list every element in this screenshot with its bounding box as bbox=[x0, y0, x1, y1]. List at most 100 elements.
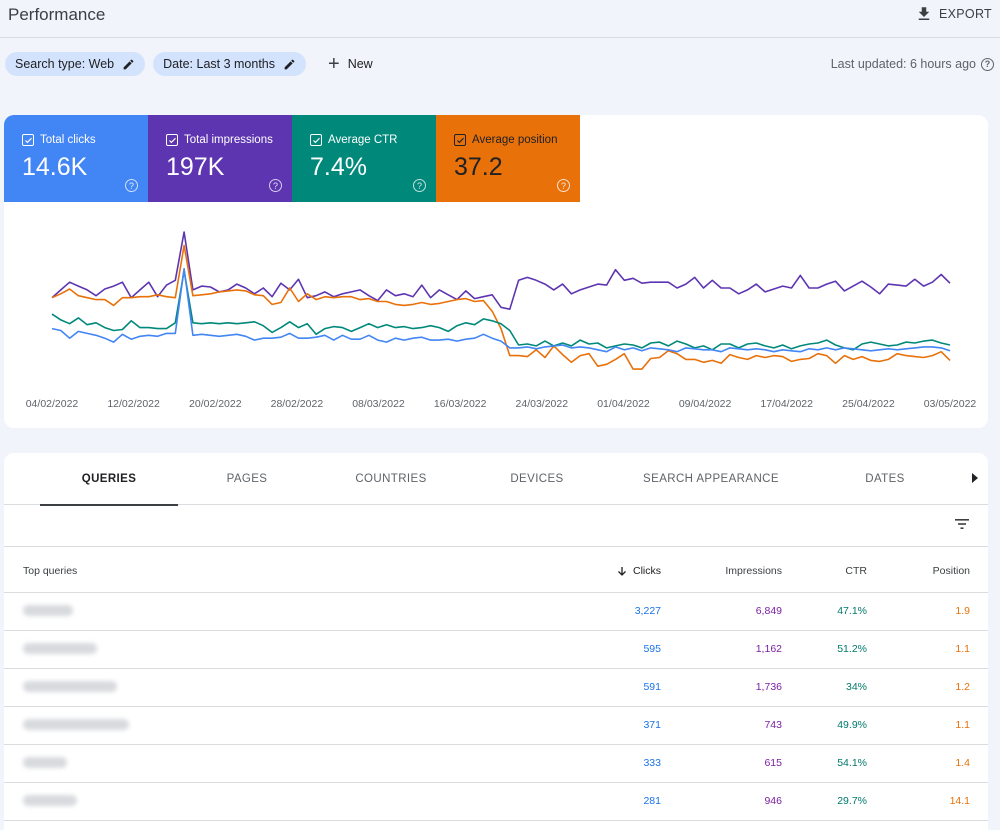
download-icon bbox=[918, 7, 930, 20]
page-title: Performance bbox=[8, 5, 106, 24]
ctr-cell: 54.1% bbox=[837, 757, 867, 769]
x-tick-label: 17/04/2022 bbox=[760, 398, 813, 410]
table-header: Top queries Clicks Impressions CTR Posit… bbox=[4, 547, 988, 593]
help-icon[interactable]: ? bbox=[413, 179, 426, 192]
filter-bar: Search type: Web Date: Last 3 months + N… bbox=[5, 52, 381, 76]
series-line-total-clicks[interactable] bbox=[51, 267, 951, 353]
help-icon[interactable]: ? bbox=[125, 179, 138, 192]
metric-value: 197K bbox=[166, 153, 225, 181]
metric-label: Total clicks bbox=[40, 134, 96, 146]
tab-dates[interactable]: DATES bbox=[865, 473, 905, 485]
metric-value: 7.4% bbox=[310, 153, 367, 181]
metric-average-position[interactable]: Average position 37.2 ? bbox=[436, 115, 580, 202]
impressions-cell: 743 bbox=[764, 719, 782, 731]
x-tick-label: 16/03/2022 bbox=[434, 398, 487, 410]
table-row[interactable]: 591 1,736 34% 1.2 bbox=[4, 669, 988, 707]
impressions-cell: 6,849 bbox=[755, 605, 782, 617]
clicks-cell: 371 bbox=[643, 719, 661, 731]
x-tick-label: 01/04/2022 bbox=[597, 398, 650, 410]
tab-pages[interactable]: PAGES bbox=[226, 473, 268, 485]
series-line-total-impressions[interactable] bbox=[51, 231, 951, 310]
table-filter-row bbox=[4, 505, 988, 547]
tab-devices[interactable]: DEVICES bbox=[510, 473, 564, 485]
x-tick-label: 12/02/2022 bbox=[107, 398, 160, 410]
table-row[interactable]: 371 743 49.9% 1.1 bbox=[4, 707, 988, 745]
position-cell: 1.4 bbox=[955, 757, 970, 769]
clicks-cell: 281 bbox=[643, 795, 661, 807]
help-icon[interactable]: ? bbox=[981, 57, 994, 71]
table-row[interactable]: 281 946 29.7% 14.1 bbox=[4, 783, 988, 821]
x-tick-label: 24/03/2022 bbox=[516, 398, 569, 410]
edit-icon bbox=[284, 59, 295, 69]
checkbox-checked-icon[interactable] bbox=[310, 134, 322, 146]
new-filter-button[interactable]: + New bbox=[320, 52, 381, 76]
tabs-scroll-right-icon[interactable] bbox=[972, 473, 978, 483]
x-tick-label: 28/02/2022 bbox=[271, 398, 324, 410]
top-bar: Performance EXPORT bbox=[0, 0, 1000, 38]
new-filter-label: New bbox=[347, 57, 373, 71]
position-cell: 14.1 bbox=[949, 795, 970, 807]
search-type-label: Search type: Web bbox=[15, 57, 115, 71]
performance-chart-card: Total clicks 14.6K ? Total impressions 1… bbox=[4, 115, 988, 428]
line-chart[interactable]: 04/02/2022 12/02/2022 20/02/2022 28/02/2022… bbox=[4, 202, 988, 428]
table-row[interactable]: 3,227 6,849 47.1% 1.9 bbox=[4, 593, 988, 631]
x-tick-label: 08/03/2022 bbox=[352, 398, 405, 410]
ctr-cell: 49.9% bbox=[837, 719, 867, 731]
metric-total-impressions[interactable]: Total impressions 197K ? bbox=[148, 115, 292, 202]
x-tick-label: 09/04/2022 bbox=[679, 398, 732, 410]
series-line-average-ctr[interactable] bbox=[51, 269, 951, 351]
column-header-clicks[interactable]: Clicks bbox=[617, 565, 661, 577]
x-tick-label: 03/05/2022 bbox=[924, 398, 977, 410]
impressions-cell: 946 bbox=[764, 795, 782, 807]
column-header-ctr[interactable]: CTR bbox=[845, 565, 867, 577]
arrow-down-icon bbox=[618, 566, 626, 576]
blurred-query-text bbox=[23, 795, 77, 806]
position-cell: 1.2 bbox=[955, 681, 970, 693]
checkbox-checked-icon[interactable] bbox=[166, 134, 178, 146]
dimension-tabs: QUERIES PAGES COUNTRIES DEVICES SEARCH A… bbox=[4, 453, 988, 506]
ctr-cell: 29.7% bbox=[837, 795, 867, 807]
position-cell: 1.1 bbox=[955, 643, 970, 655]
tab-countries[interactable]: COUNTRIES bbox=[355, 473, 427, 485]
metric-total-clicks[interactable]: Total clicks 14.6K ? bbox=[4, 115, 148, 202]
x-tick-label: 04/02/2022 bbox=[26, 398, 79, 410]
metric-label: Average CTR bbox=[328, 134, 398, 146]
table-row[interactable]: 333 615 54.1% 1.4 bbox=[4, 745, 988, 783]
export-label: EXPORT bbox=[939, 7, 992, 21]
clicks-cell: 591 bbox=[643, 681, 661, 693]
checkbox-checked-icon[interactable] bbox=[454, 134, 466, 146]
clicks-cell: 333 bbox=[643, 757, 661, 769]
series-line-average-position[interactable] bbox=[51, 244, 951, 370]
clicks-cell: 3,227 bbox=[634, 605, 661, 617]
last-updated-text: Last updated: 6 hours ago bbox=[830, 57, 976, 71]
impressions-cell: 1,736 bbox=[755, 681, 782, 693]
column-header-impressions[interactable]: Impressions bbox=[725, 565, 782, 577]
checkbox-checked-icon[interactable] bbox=[22, 134, 34, 146]
blurred-query-text bbox=[23, 757, 67, 768]
column-header-query[interactable]: Top queries bbox=[23, 565, 78, 577]
tab-search-appearance[interactable]: SEARCH APPEARANCE bbox=[643, 473, 779, 485]
table-row[interactable]: 595 1,162 51.2% 1.1 bbox=[4, 631, 988, 669]
column-header-position[interactable]: Position bbox=[932, 565, 970, 577]
metric-average-ctr[interactable]: Average CTR 7.4% ? bbox=[292, 115, 436, 202]
export-button[interactable]: EXPORT bbox=[915, 5, 992, 23]
date-chip[interactable]: Date: Last 3 months bbox=[153, 52, 307, 76]
filter-icon[interactable] bbox=[954, 517, 970, 531]
clicks-header-label: Clicks bbox=[633, 565, 661, 577]
x-tick-label: 25/04/2022 bbox=[842, 398, 895, 410]
date-label: Date: Last 3 months bbox=[163, 57, 276, 71]
queries-table-card: QUERIES PAGES COUNTRIES DEVICES SEARCH A… bbox=[4, 453, 988, 830]
metric-label: Total impressions bbox=[184, 134, 273, 146]
metric-value: 14.6K bbox=[22, 153, 88, 181]
ctr-cell: 47.1% bbox=[837, 605, 867, 617]
position-cell: 1.9 bbox=[955, 605, 970, 617]
last-updated: Last updated: 6 hours ago ? bbox=[831, 57, 994, 71]
tab-queries[interactable]: QUERIES bbox=[40, 453, 178, 506]
help-icon[interactable]: ? bbox=[269, 179, 282, 192]
search-type-chip[interactable]: Search type: Web bbox=[5, 52, 146, 76]
help-icon[interactable]: ? bbox=[557, 179, 570, 192]
x-tick-label: 20/02/2022 bbox=[189, 398, 242, 410]
blurred-query-text bbox=[23, 719, 129, 730]
impressions-cell: 615 bbox=[764, 757, 782, 769]
metric-value: 37.2 bbox=[454, 153, 503, 181]
